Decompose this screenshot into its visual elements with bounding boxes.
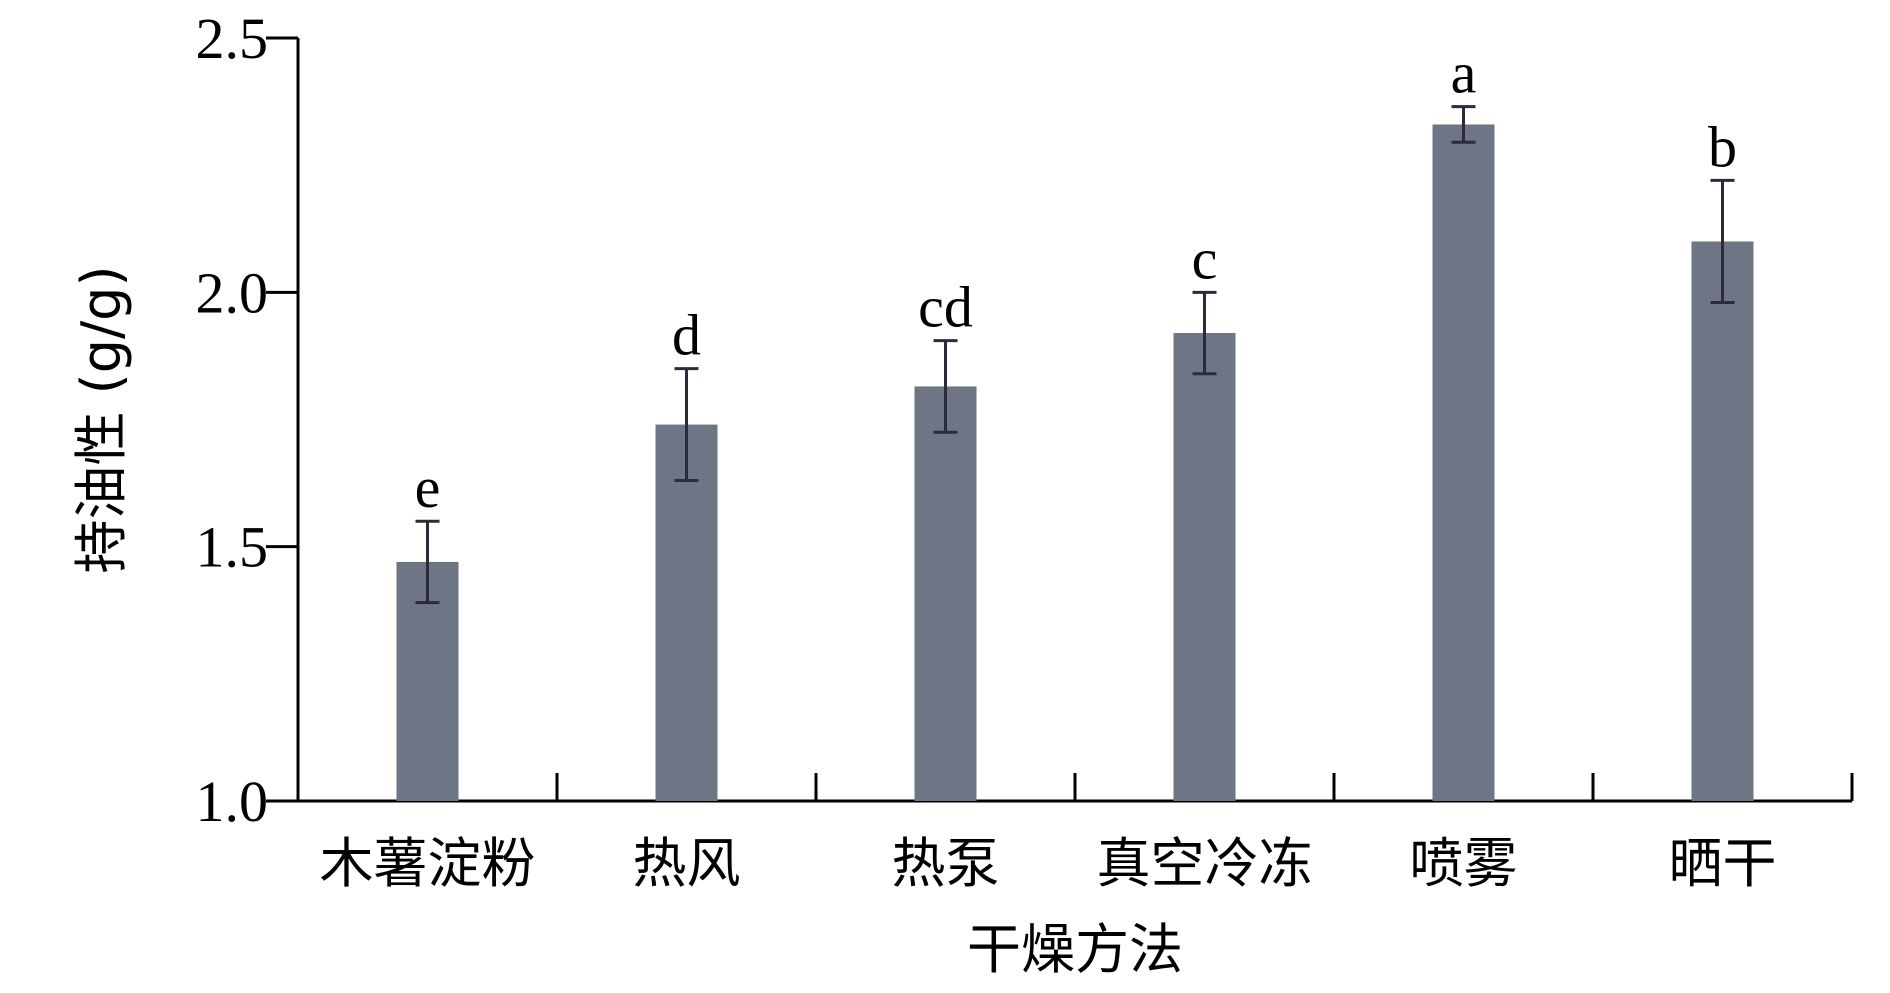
labels: e 木薯淀粉 d 热风 cd 热泵 c 真空冷冻 a 喷雾 b 晒干 [320,41,1777,895]
error-bars [415,105,1735,605]
y-tick-label: 1.0 [196,769,269,834]
x-axis-title: 干燥方法 [967,918,1183,981]
significance-label: e [415,455,441,520]
significance-label: cd [918,275,973,340]
y-tick-label: 1.5 [196,515,269,580]
axes: 1.0 1.5 2.0 2.5 [196,6,1854,834]
significance-label: b [1708,114,1737,179]
bar [655,424,718,801]
bar [1173,333,1236,801]
bar [1691,241,1754,801]
category-label: 晒干 [1669,832,1777,895]
category-label: 真空冷冻 [1097,832,1313,895]
bar [914,386,977,801]
significance-label: c [1192,226,1218,291]
category-label: 热风 [633,832,741,895]
bar [1432,124,1495,802]
category-label: 热泵 [892,832,1000,895]
significance-label: a [1451,41,1477,106]
bars [396,124,1754,802]
significance-label: d [672,303,701,368]
y-tick-label: 2.5 [196,6,269,71]
category-label: 喷雾 [1410,832,1518,895]
category-label: 木薯淀粉 [320,832,536,895]
y-axis-title: 持油性 (g/g) [70,265,133,573]
y-tick-label: 2.0 [196,260,269,325]
